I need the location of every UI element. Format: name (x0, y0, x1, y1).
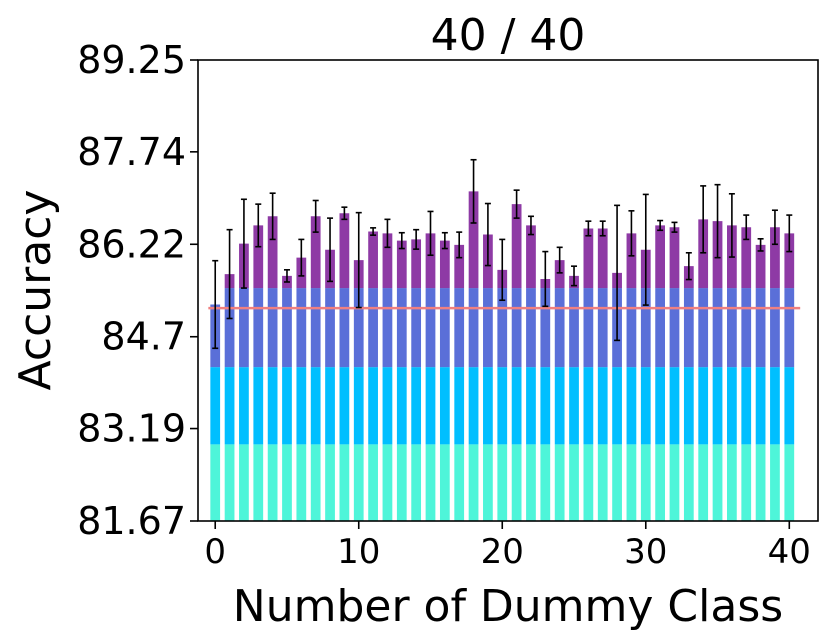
x-axis-label: Number of Dummy Class (233, 581, 783, 632)
y-tick-label: 87.74 (77, 130, 186, 174)
error-bar (298, 238, 305, 277)
error-bar (327, 217, 334, 283)
error-bar (413, 228, 420, 250)
x-tick-label: 10 (337, 532, 380, 572)
error-bar (757, 238, 764, 252)
x-tick-label: 30 (624, 532, 667, 572)
x-tick-label: 40 (768, 532, 811, 572)
error-bar (542, 250, 549, 308)
error-bar (212, 259, 219, 350)
color-band (210, 191, 795, 289)
color-band (210, 367, 795, 445)
error-bar (269, 192, 276, 241)
error-bar (226, 228, 233, 320)
error-bar (240, 198, 247, 289)
color-band (210, 444, 795, 521)
error-bar (642, 193, 649, 306)
error-bar (599, 220, 606, 237)
error-bar (628, 210, 635, 257)
y-axis-label: Accuracy (10, 190, 61, 391)
error-bar (398, 231, 405, 250)
x-tick-label: 20 (481, 532, 524, 572)
error-bar (312, 199, 319, 233)
error-bar (714, 183, 721, 259)
error-bar (743, 214, 750, 241)
x-tick-label: 0 (204, 532, 226, 572)
error-bar (786, 214, 793, 253)
plot-frame (197, 59, 819, 522)
error-bar (556, 246, 563, 274)
color-bands (210, 191, 795, 521)
error-bars (212, 158, 793, 350)
error-bar (499, 238, 506, 302)
y-tick-label: 86.22 (77, 222, 186, 266)
y-tick-label: 84.7 (101, 315, 186, 359)
error-bar (657, 219, 664, 232)
x-axis-ticks: 0 10 20 30 40 (204, 521, 811, 572)
error-bar (456, 231, 463, 259)
error-bar (685, 251, 692, 281)
error-bar (341, 206, 348, 221)
error-bar (384, 218, 391, 249)
chart-title: 40 / 40 (431, 10, 586, 61)
color-band (210, 288, 795, 368)
error-bar (585, 220, 592, 237)
error-bar (484, 202, 491, 267)
error-bar (370, 227, 377, 236)
error-bar (700, 185, 707, 254)
error-bar (527, 215, 534, 236)
y-tick-label: 81.67 (77, 499, 186, 543)
error-bar (728, 192, 735, 258)
error-bar (283, 269, 290, 283)
error-bar (614, 204, 621, 342)
error-bar (427, 210, 434, 257)
y-tick-label: 89.25 (77, 38, 186, 82)
error-bar (771, 209, 778, 246)
error-bar (355, 211, 362, 309)
error-bar (255, 203, 262, 248)
y-axis-ticks: 81.67 83.19 84.7 86.22 87.74 89.25 (77, 38, 198, 543)
error-bar (513, 189, 520, 219)
error-bar (571, 265, 578, 287)
error-bar (671, 221, 678, 233)
error-bar (441, 231, 448, 250)
error-bar (470, 158, 477, 224)
y-tick-label: 83.19 (77, 407, 186, 451)
